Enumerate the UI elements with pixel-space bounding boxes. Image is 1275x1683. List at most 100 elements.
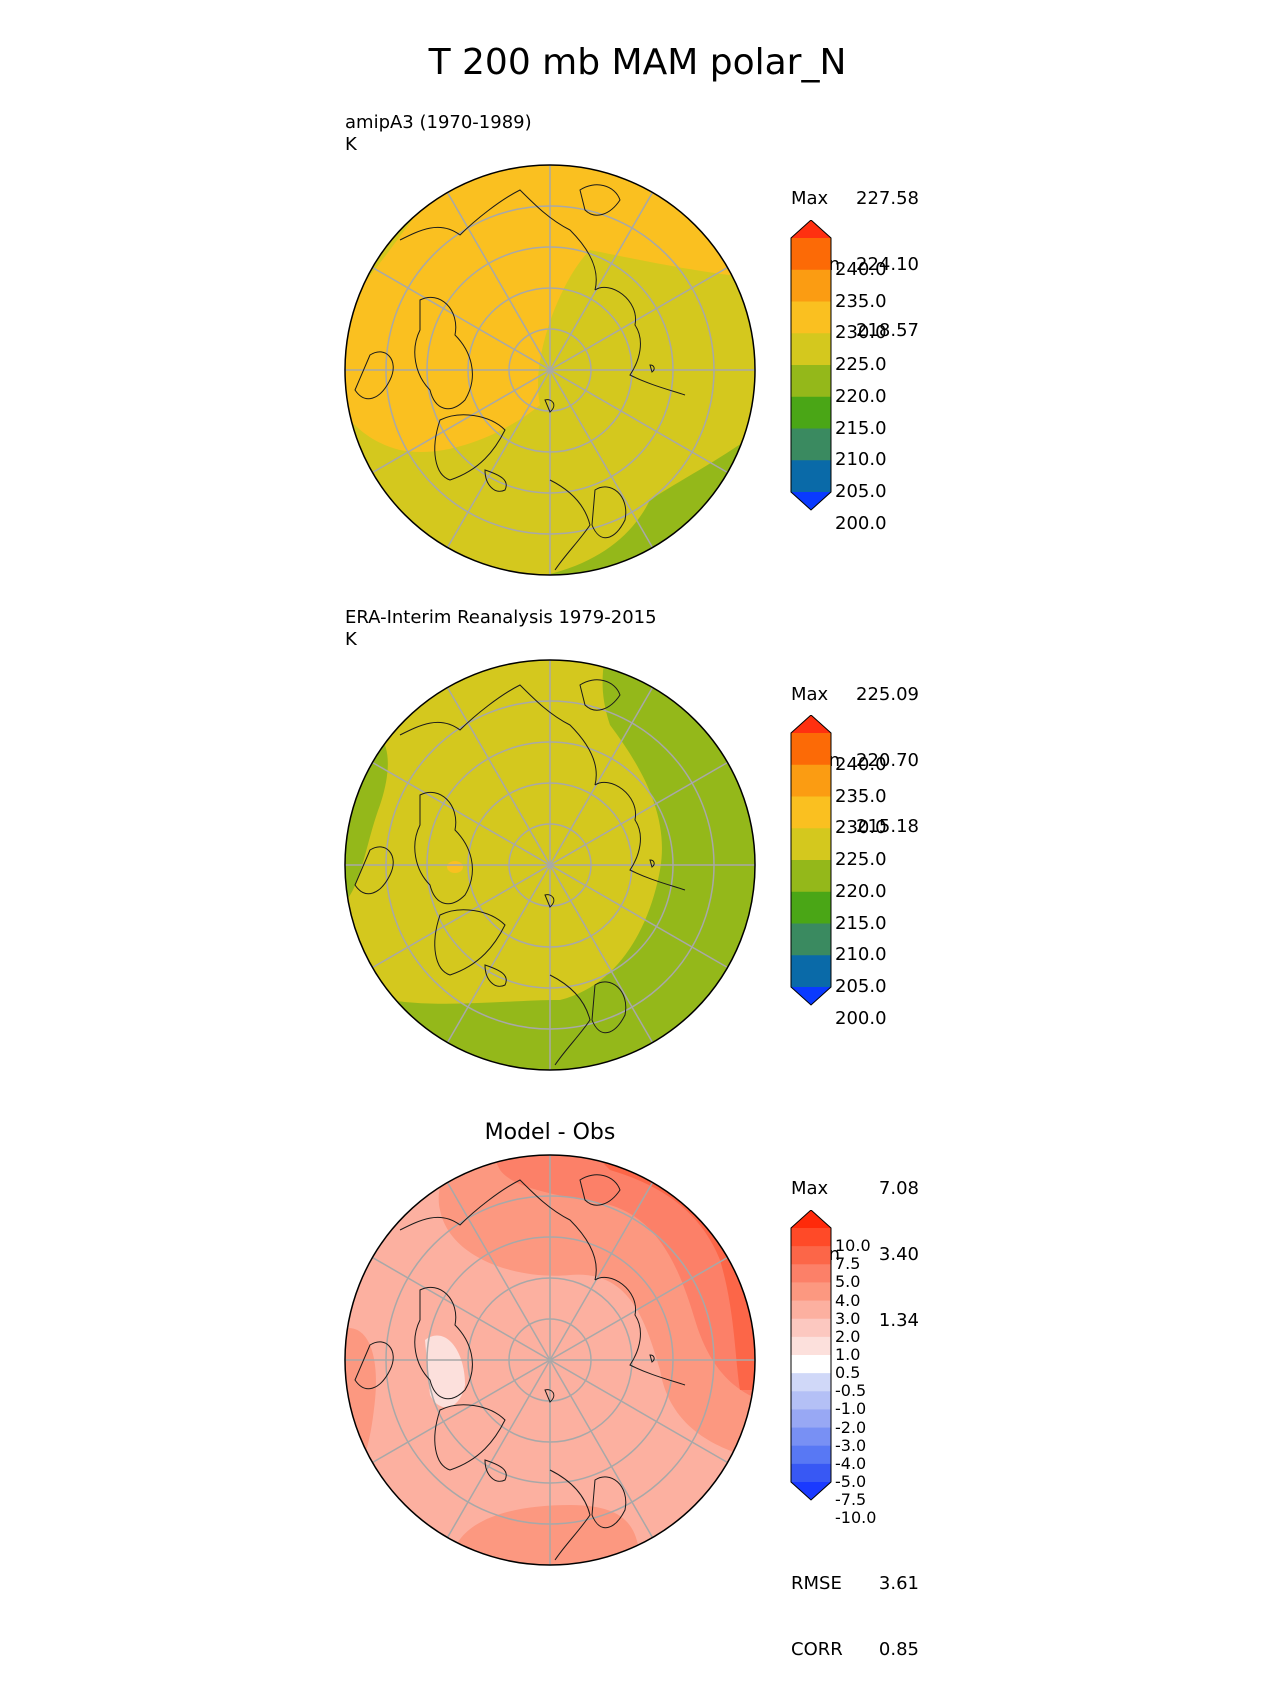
coastline (591, 1476, 627, 1528)
panel2-map (344, 659, 756, 1071)
colorbar-tick-label: -2.0 (835, 1417, 867, 1437)
panel2-max: 225.09 (856, 684, 919, 705)
coastline (594, 1277, 686, 1386)
coastline (434, 414, 506, 481)
panel2-boundary (344, 659, 756, 1071)
colorbar-segment (791, 1282, 831, 1302)
colorbar-segment (791, 333, 831, 366)
colorbar-tick-label: 215.0 (835, 912, 887, 934)
coastline (544, 399, 555, 413)
panel1-mean: 224.10 (856, 254, 919, 275)
panel3-map (344, 1154, 756, 1566)
colorbar-segment (791, 764, 831, 797)
colorbar-segment (791, 1228, 831, 1247)
colorbar-segment (791, 891, 831, 924)
colorbar-segment (791, 796, 831, 829)
colorbar-tick-label: 205.0 (835, 481, 887, 502)
colorbar-segment (791, 1463, 831, 1483)
panel2-min: 215.18 (856, 816, 919, 837)
colorbar-segment (791, 860, 831, 893)
rmse-label: RMSE (791, 1573, 842, 1594)
panel3-title: Model - Obs (484, 1120, 616, 1145)
coastline (399, 189, 597, 291)
coastline (434, 909, 506, 976)
colorbar-segment (791, 1264, 831, 1283)
coastline (549, 1469, 591, 1561)
colorbar-segment (791, 923, 831, 956)
rmse-value: 3.61 (878, 1573, 919, 1594)
colorbar-outline (790, 220, 832, 511)
colorbar-tick-label: 0.5 (835, 1363, 861, 1383)
coastline (591, 981, 627, 1033)
panel3-colorbar (790, 1210, 832, 1501)
coastline (484, 1459, 507, 1482)
panel1-boundary (344, 164, 756, 576)
coastline (354, 846, 394, 895)
colorbar-segment (791, 1445, 831, 1465)
colorbar-segment (791, 1300, 831, 1320)
colorbar-tick-label: 3.0 (835, 1308, 861, 1328)
colorbar-tick-label: 235.0 (835, 785, 887, 807)
colorbar-segment (791, 1355, 831, 1374)
colorbar-segment (791, 1336, 831, 1356)
colorbar-segment (791, 396, 831, 429)
coastline (484, 469, 507, 492)
colorbar-extend-max (791, 1210, 831, 1228)
coastline (594, 782, 686, 891)
panel3-mean: 3.40 (878, 1244, 919, 1265)
meridian-line (372, 266, 728, 474)
panel2-colorbar (790, 715, 832, 1006)
colorbar-tick-label: 240.0 (835, 753, 887, 775)
coastline (579, 679, 621, 711)
colorbar-extend-min (791, 1482, 831, 1500)
colorbar-extend-max (791, 220, 831, 238)
coastline (354, 1341, 394, 1390)
panel3-field-3-4-south (450, 1505, 640, 1565)
coastline (649, 1354, 655, 1363)
coastline (399, 684, 597, 786)
panel1-units: K (345, 134, 357, 155)
colorbar-tick-label: 1.0 (835, 1345, 861, 1364)
colorbar-tick-label: 10.0 (835, 1236, 871, 1256)
colorbar-tick-label: 240.0 (835, 258, 887, 280)
colorbar-segment (791, 269, 831, 302)
coastline (434, 1404, 506, 1471)
panel1-colorbar (790, 220, 832, 511)
coastline (354, 351, 394, 400)
coastline (579, 1174, 621, 1206)
colorbar-tick-label: -5.0 (835, 1472, 867, 1491)
panel1-graticule (345, 165, 755, 575)
meridian-line (372, 761, 728, 969)
colorbar-tick-label: 7.5 (835, 1254, 861, 1274)
coastline (544, 1389, 555, 1403)
panel2-graticule (345, 660, 755, 1070)
colorbar-extend-max (791, 715, 831, 733)
colorbar-tick-label: 205.0 (835, 976, 887, 997)
colorbar-segment (791, 301, 831, 334)
colorbar-segment (791, 955, 831, 988)
panel3-field-0.5-1 (425, 1335, 465, 1408)
colorbar-tick-label: 235.0 (835, 290, 887, 312)
main-title: T 200 mb MAM polar_N (428, 42, 847, 83)
colorbar-tick-label: -7.5 (835, 1490, 867, 1510)
corr-value: 0.85 (878, 1639, 919, 1660)
panel1-min: 218.57 (856, 320, 919, 341)
colorbar-tick-label: -4.0 (835, 1453, 867, 1473)
colorbar-segment (791, 1246, 831, 1265)
colorbar-extend-min (791, 987, 831, 1005)
panel3-metrics: RMSE 3.61 CORR 0.85 (791, 1529, 919, 1683)
panel2-title: ERA-Interim Reanalysis 1979-2015 (345, 607, 657, 628)
colorbar-tick-label: 5.0 (835, 1272, 861, 1292)
colorbar-tick-label: 230.0 (835, 322, 887, 344)
panel1-max: 227.58 (856, 188, 919, 209)
colorbar-tick-label: -1.0 (835, 1399, 867, 1419)
panel2-mean: 220.70 (856, 750, 919, 771)
colorbar-segment (791, 1391, 831, 1410)
colorbar-tick-label: 4.0 (835, 1290, 861, 1310)
coastline (579, 184, 621, 216)
colorbar-tick-label: 230.0 (835, 817, 887, 839)
colorbar-segment (791, 1318, 831, 1338)
colorbar-segment (791, 828, 831, 861)
colorbar-segment (791, 1427, 831, 1447)
colorbar-tick-label: 215.0 (835, 417, 887, 439)
